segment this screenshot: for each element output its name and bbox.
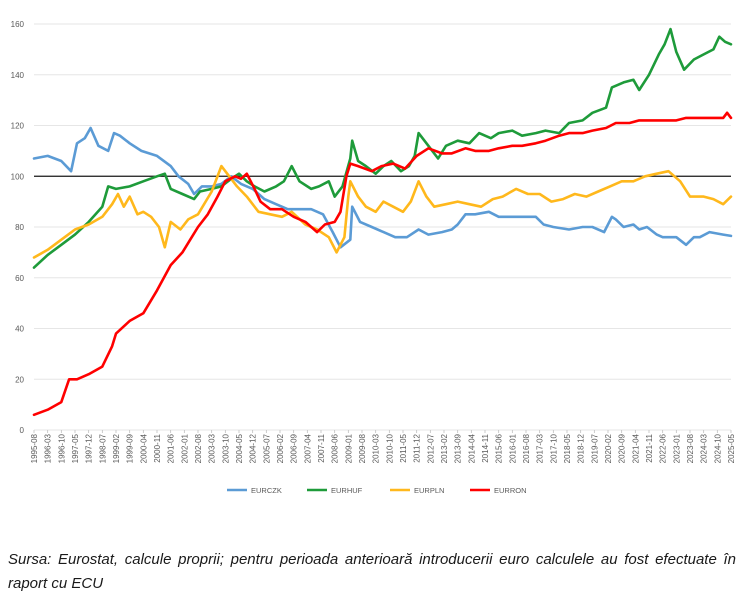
x-tick-label: 2009-01 [344, 433, 353, 463]
y-tick-label: 140 [11, 71, 25, 80]
x-tick-label: 2009-08 [358, 433, 367, 463]
y-tick-label: 100 [11, 172, 25, 181]
x-tick-label: 1999-02 [112, 433, 121, 463]
y-tick-label: 40 [15, 325, 24, 334]
x-tick-label: 2004-12 [249, 433, 258, 463]
legend-label-eurron: EURRON [494, 486, 527, 495]
x-axis: 1995-08 1996-03 1996-10 1997-05 1997-12 1998-… [30, 430, 736, 463]
x-tick-label: 2014-04 [467, 433, 476, 463]
x-tick-label: 2020-09 [618, 433, 627, 463]
x-tick-label: 2019-07 [590, 433, 599, 463]
x-tick-label: 2016-08 [522, 433, 531, 463]
x-tick-label: 1998-07 [98, 433, 107, 463]
x-tick-label: 2023-08 [686, 433, 695, 463]
x-tick-label: 2010-03 [372, 433, 381, 463]
x-tick-label: 2006-09 [290, 433, 299, 463]
x-tick-label: 2017-10 [549, 433, 558, 463]
x-tick-label: 2018-05 [563, 433, 572, 463]
y-tick-label: 80 [15, 223, 24, 232]
x-tick-label: 1995-08 [30, 433, 39, 463]
x-tick-label: 2020-02 [604, 433, 613, 463]
line-chart: 0 20 40 60 80 100 120 140 160 1995-08 1996-03 1996… [11, 20, 736, 495]
y-tick-label: 160 [11, 20, 25, 29]
x-tick-label: 2007-11 [317, 433, 326, 462]
x-tick-label: 2021-11 [645, 433, 654, 462]
x-tick-label: 2017-03 [536, 433, 545, 463]
x-tick-label: 2001-06 [167, 433, 176, 463]
x-tick-label: 2013-09 [454, 433, 463, 463]
x-tick-label: 2005-07 [262, 433, 271, 463]
y-tick-label: 60 [15, 274, 24, 283]
x-tick-label: 2007-04 [303, 433, 312, 463]
x-tick-label: 2008-06 [331, 433, 340, 463]
x-tick-label: 2003-03 [208, 433, 217, 463]
x-tick-label: 2011-05 [399, 433, 408, 462]
x-tick-label: 2014-11 [481, 433, 490, 462]
y-axis: 0 20 40 60 80 100 120 140 160 [11, 20, 25, 435]
y-tick-label: 0 [20, 426, 25, 435]
y-tick-label: 120 [11, 122, 25, 131]
x-tick-label: 2015-06 [495, 433, 504, 463]
x-tick-label: 2025-05 [727, 433, 736, 463]
x-tick-label: 2024-03 [700, 433, 709, 463]
x-tick-label: 2011-12 [413, 433, 422, 462]
x-tick-label: 1996-10 [57, 433, 66, 463]
x-tick-label: 2024-10 [713, 433, 722, 463]
x-tick-label: 2002-01 [180, 433, 189, 463]
source-note: Sursa: Eurostat, calcule proprii; pentru… [8, 551, 736, 592]
series-lines [32, 27, 733, 417]
legend-label-eurhuf: EURHUF [331, 486, 363, 495]
x-tick-label: 1999-09 [126, 433, 135, 463]
series-line-eurron [32, 111, 733, 417]
legend-label-eurpln: EURPLN [414, 486, 444, 495]
x-tick-label: 2018-12 [577, 433, 586, 463]
x-tick-label: 1996-03 [44, 433, 53, 463]
x-tick-label: 2006-02 [276, 433, 285, 463]
x-tick-label: 2021-04 [631, 433, 640, 463]
x-tick-label: 2010-10 [385, 433, 394, 463]
x-tick-label: 2000-11 [153, 433, 162, 462]
series-line-eurczk [32, 126, 733, 249]
x-tick-label: 1997-05 [71, 433, 80, 463]
x-tick-label: 2023-01 [672, 433, 681, 463]
x-tick-label: 2003-10 [221, 433, 230, 463]
x-tick-label: 2022-06 [659, 433, 668, 463]
x-tick-label: 2013-02 [440, 433, 449, 463]
legend: EURCZK EURHUF EURPLN EURRON [227, 486, 527, 495]
x-tick-label: 2002-08 [194, 433, 203, 463]
x-tick-label: 2012-07 [426, 433, 435, 463]
legend-label-eurczk: EURCZK [251, 486, 282, 495]
x-tick-label: 2000-04 [139, 433, 148, 463]
y-tick-label: 20 [15, 375, 24, 384]
x-tick-label: 1997-12 [85, 433, 94, 463]
series-line-eurpln [32, 164, 733, 259]
x-tick-label: 2016-01 [508, 433, 517, 463]
x-tick-label: 2004-05 [235, 433, 244, 463]
